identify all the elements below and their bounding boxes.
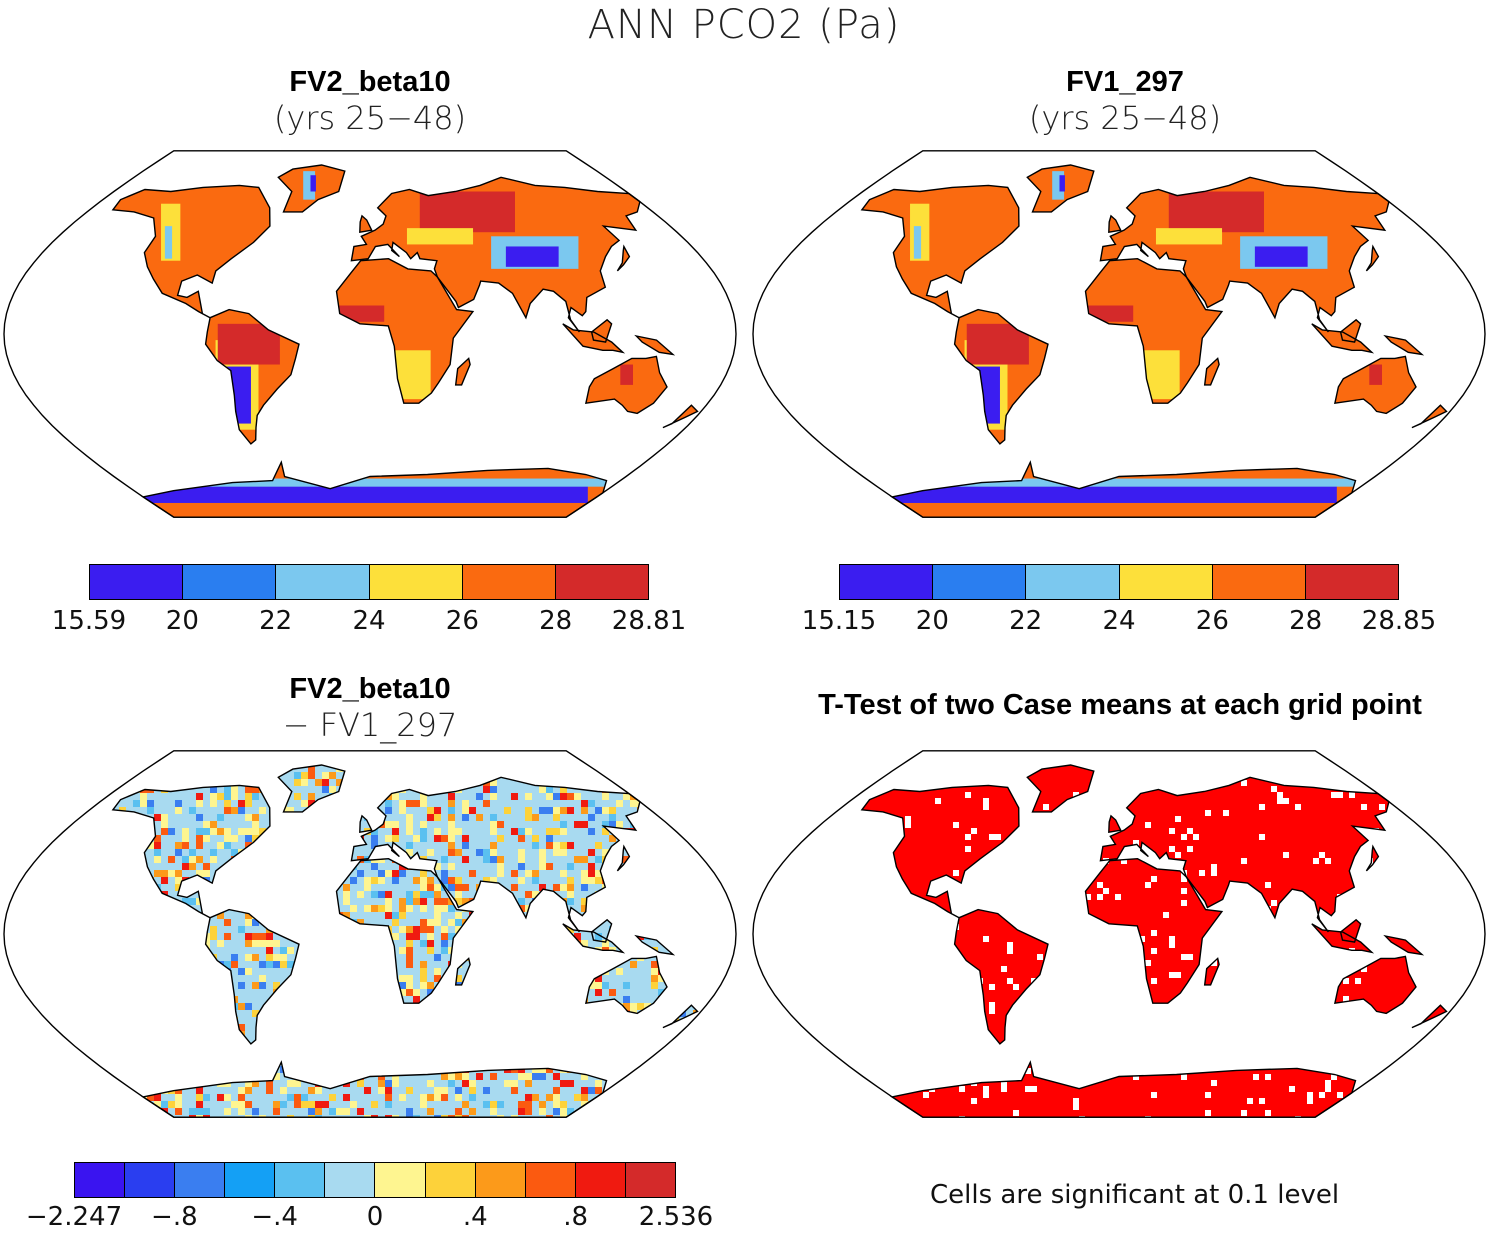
panel-title-diff-line1: FV2_beta10 (289, 673, 451, 705)
colorbar-diff-swatch (575, 1163, 626, 1197)
colorbar-diff-swatch (225, 1163, 276, 1197)
panel-title-fv2-line1: FV2_beta10 (289, 66, 451, 98)
colorbar-fv1-swatch (840, 565, 934, 599)
colorbar-diff-swatches (74, 1162, 676, 1198)
colorbar-fv1-tick-label: 26 (1195, 606, 1229, 636)
panel-title-fv1-line1: FV1_297 (1066, 66, 1184, 98)
colorbar-diff-swatch (375, 1163, 426, 1197)
colorbar-fv2-tick-label: 15.59 (51, 606, 127, 636)
map-panel-fv1 (752, 150, 1486, 518)
map-frame (752, 150, 1486, 518)
panel-title-diff: FV2_beta10 − FV1_297 (170, 671, 570, 743)
map-land-layer (861, 165, 1447, 518)
map-frame (3, 750, 737, 1118)
panel-title-ttest: T-Test of two Case means at each grid po… (818, 689, 1422, 721)
colorbar-fv1-tick-label: 22 (1009, 606, 1043, 636)
panel-title-fv1: FV1_297 (yrs 25−48) (925, 64, 1325, 136)
colorbar-diff-swatch (175, 1163, 226, 1197)
colorbar-fv2-tick-label: 28.81 (611, 606, 687, 636)
colorbar-diff-swatch (275, 1163, 326, 1197)
colorbar-diff-tick-label: 0 (366, 1202, 384, 1232)
panel-title-fv2: FV2_beta10 (yrs 25−48) (170, 64, 570, 136)
colorbar-diff-tick-label: −.8 (151, 1202, 198, 1232)
colorbar-diff-swatch (75, 1163, 126, 1197)
coastline (860, 764, 1448, 1118)
colorbar-fv1-tick-label: 28.85 (1361, 606, 1437, 636)
panel-title-fv1-line2: (yrs 25−48) (1028, 99, 1222, 137)
colorbar-diff-swatch (125, 1163, 176, 1197)
map-panel-diff (3, 750, 737, 1118)
colorbar-fv1: 15.15 20 22 24 26 28 28.85 (802, 564, 1436, 640)
colorbar-diff-swatch (525, 1163, 576, 1197)
map-panel-ttest (752, 750, 1486, 1118)
colorbar-diff-swatch (625, 1163, 675, 1197)
colorbar-diff-tick-label: −2.247 (25, 1202, 123, 1232)
colorbar-diff-swatch (325, 1163, 376, 1197)
colorbar-fv1-swatch (1119, 565, 1213, 599)
colorbar-diff-tick-label: 2.536 (638, 1202, 714, 1232)
panel-title-fv2-line2: (yrs 25−48) (273, 99, 467, 137)
colorbar-diff-tick-label: .4 (462, 1202, 488, 1232)
colorbar-fv2-tick-label: 26 (445, 606, 479, 636)
colorbar-diff-tick-label: −.4 (251, 1202, 298, 1232)
colorbar-fv2-tick-label: 28 (539, 606, 573, 636)
colorbar-fv2-swatches (89, 564, 649, 600)
colorbar-fv1-swatch (1026, 565, 1120, 599)
colorbar-fv2-swatch (183, 565, 277, 599)
colorbar-fv2-swatch (90, 565, 184, 599)
colorbar-diff-swatch (475, 1163, 526, 1197)
colorbar-fv1-tick-label: 28 (1289, 606, 1323, 636)
colorbar-fv1-tick-label: 20 (915, 606, 949, 636)
colorbar-fv2: 15.59 20 22 24 26 28 28.81 (52, 564, 686, 640)
main-title: ANN PCO2 (Pa) (587, 2, 901, 48)
colorbar-fv1-labels: 15.15 20 22 24 26 28 28.85 (802, 606, 1436, 640)
colorbar-fv1-tick-label: 15.15 (801, 606, 877, 636)
map-land-layer (861, 765, 1447, 1118)
colorbar-fv2-tick-label: 24 (352, 606, 386, 636)
colorbar-fv1-swatch (1212, 565, 1306, 599)
colorbar-diff-tick-label: .8 (563, 1202, 589, 1232)
map-land-layer (112, 165, 698, 518)
colorbar-fv1-swatch (933, 565, 1027, 599)
colorbar-fv2-labels: 15.59 20 22 24 26 28 28.81 (52, 606, 686, 640)
ttest-footnote: Cells are significant at 0.1 level (930, 1180, 1340, 1210)
colorbar-fv1-tick-label: 24 (1102, 606, 1136, 636)
map-frame (752, 750, 1486, 1118)
colorbar-diff: −2.247 −.8 −.4 0 .4 .8 2.536 (26, 1162, 713, 1236)
map-frame (3, 150, 737, 518)
colorbar-fv2-swatch (555, 565, 649, 599)
colorbar-diff-labels: −2.247 −.8 −.4 0 .4 .8 2.536 (26, 1202, 713, 1236)
colorbar-fv2-swatch (462, 565, 556, 599)
colorbar-fv2-tick-label: 20 (165, 606, 199, 636)
map-panel-fv2 (3, 150, 737, 518)
panel-title-diff-line2: − FV1_297 (282, 706, 458, 744)
colorbar-fv1-swatches (839, 564, 1399, 600)
colorbar-diff-swatch (425, 1163, 476, 1197)
colorbar-fv2-swatch (369, 565, 463, 599)
map-land-layer (112, 765, 698, 1118)
colorbar-fv1-swatch (1305, 565, 1399, 599)
colorbar-fv2-swatch (276, 565, 370, 599)
colorbar-fv2-tick-label: 22 (259, 606, 293, 636)
